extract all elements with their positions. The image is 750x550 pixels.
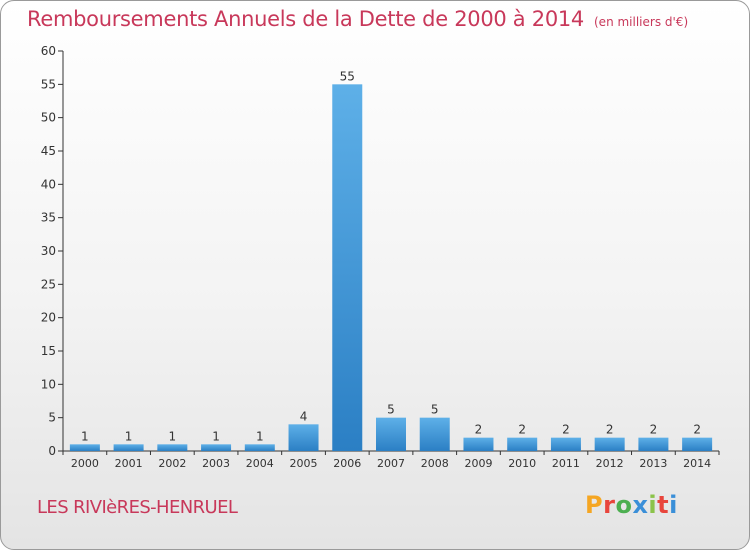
chart-subtitle: (en milliers d'€) [594,15,689,29]
x-tick-label: 2002 [158,457,186,470]
data-label: 2 [693,423,701,437]
bar [463,437,494,451]
data-label: 1 [81,429,89,443]
y-tick-label: 35 [41,211,56,225]
y-tick-label: 50 [41,111,56,125]
bar [288,424,319,451]
x-tick-label: 2005 [290,457,318,470]
chart-title: Remboursements Annuels de la Dette de 20… [27,7,688,31]
logo-letter: x [632,491,649,519]
y-tick-label: 45 [41,144,56,158]
y-tick-label: 55 [41,77,56,91]
y-tick-label: 40 [41,177,56,191]
y-tick-label: 5 [48,411,56,425]
y-tick-label: 0 [48,444,56,458]
bar [550,437,581,451]
x-tick-label: 2009 [464,457,492,470]
data-label: 1 [256,429,264,443]
x-tick-label: 2001 [115,457,143,470]
data-label: 2 [650,423,658,437]
logo-letter: r [603,491,616,519]
y-tick-label: 15 [41,344,56,358]
x-tick-label: 2007 [377,457,405,470]
data-label: 5 [387,403,395,417]
bar [507,437,538,451]
commune-name: LES RIVIèRES-HENRUEL [37,497,238,518]
data-label: 55 [340,69,355,83]
x-tick-label: 2013 [639,457,667,470]
x-tick-label: 2014 [683,457,711,470]
x-tick-label: 2000 [71,457,99,470]
bar [594,437,625,451]
title-text: Remboursements Annuels de la Dette de 20… [27,7,584,31]
data-label: 2 [606,423,614,437]
bar [332,84,363,451]
bar [244,444,275,451]
y-tick-label: 60 [41,44,56,58]
bar [157,444,188,451]
x-tick-label: 2010 [508,457,536,470]
data-label: 1 [125,429,133,443]
y-tick-label: 10 [41,377,56,391]
y-tick-label: 25 [41,277,56,291]
data-label: 5 [431,403,439,417]
x-tick-label: 2006 [333,457,361,470]
x-tick-label: 2004 [246,457,274,470]
proxiti-logo[interactable]: Proxiti [585,491,678,519]
bar [638,437,669,451]
x-tick-label: 2003 [202,457,230,470]
bar [201,444,232,451]
x-tick-label: 2011 [552,457,580,470]
y-tick-label: 20 [41,311,56,325]
bar [419,417,450,451]
data-label: 4 [300,409,308,423]
bar [69,444,100,451]
x-tick-label: 2012 [596,457,624,470]
data-label: 2 [475,423,483,437]
data-label: 2 [518,423,526,437]
logo-letter: t [657,491,670,519]
x-tick-label: 2008 [421,457,449,470]
data-label: 1 [169,429,177,443]
logo-letter: i [669,491,678,519]
logo-letter: P [585,491,604,519]
bar [113,444,144,451]
y-tick-label: 30 [41,244,56,258]
logo-letter: i [648,491,658,519]
data-label: 1 [212,429,220,443]
logo-letter: o [615,491,633,519]
bar [682,437,713,451]
data-label: 2 [562,423,570,437]
bar [376,417,406,451]
